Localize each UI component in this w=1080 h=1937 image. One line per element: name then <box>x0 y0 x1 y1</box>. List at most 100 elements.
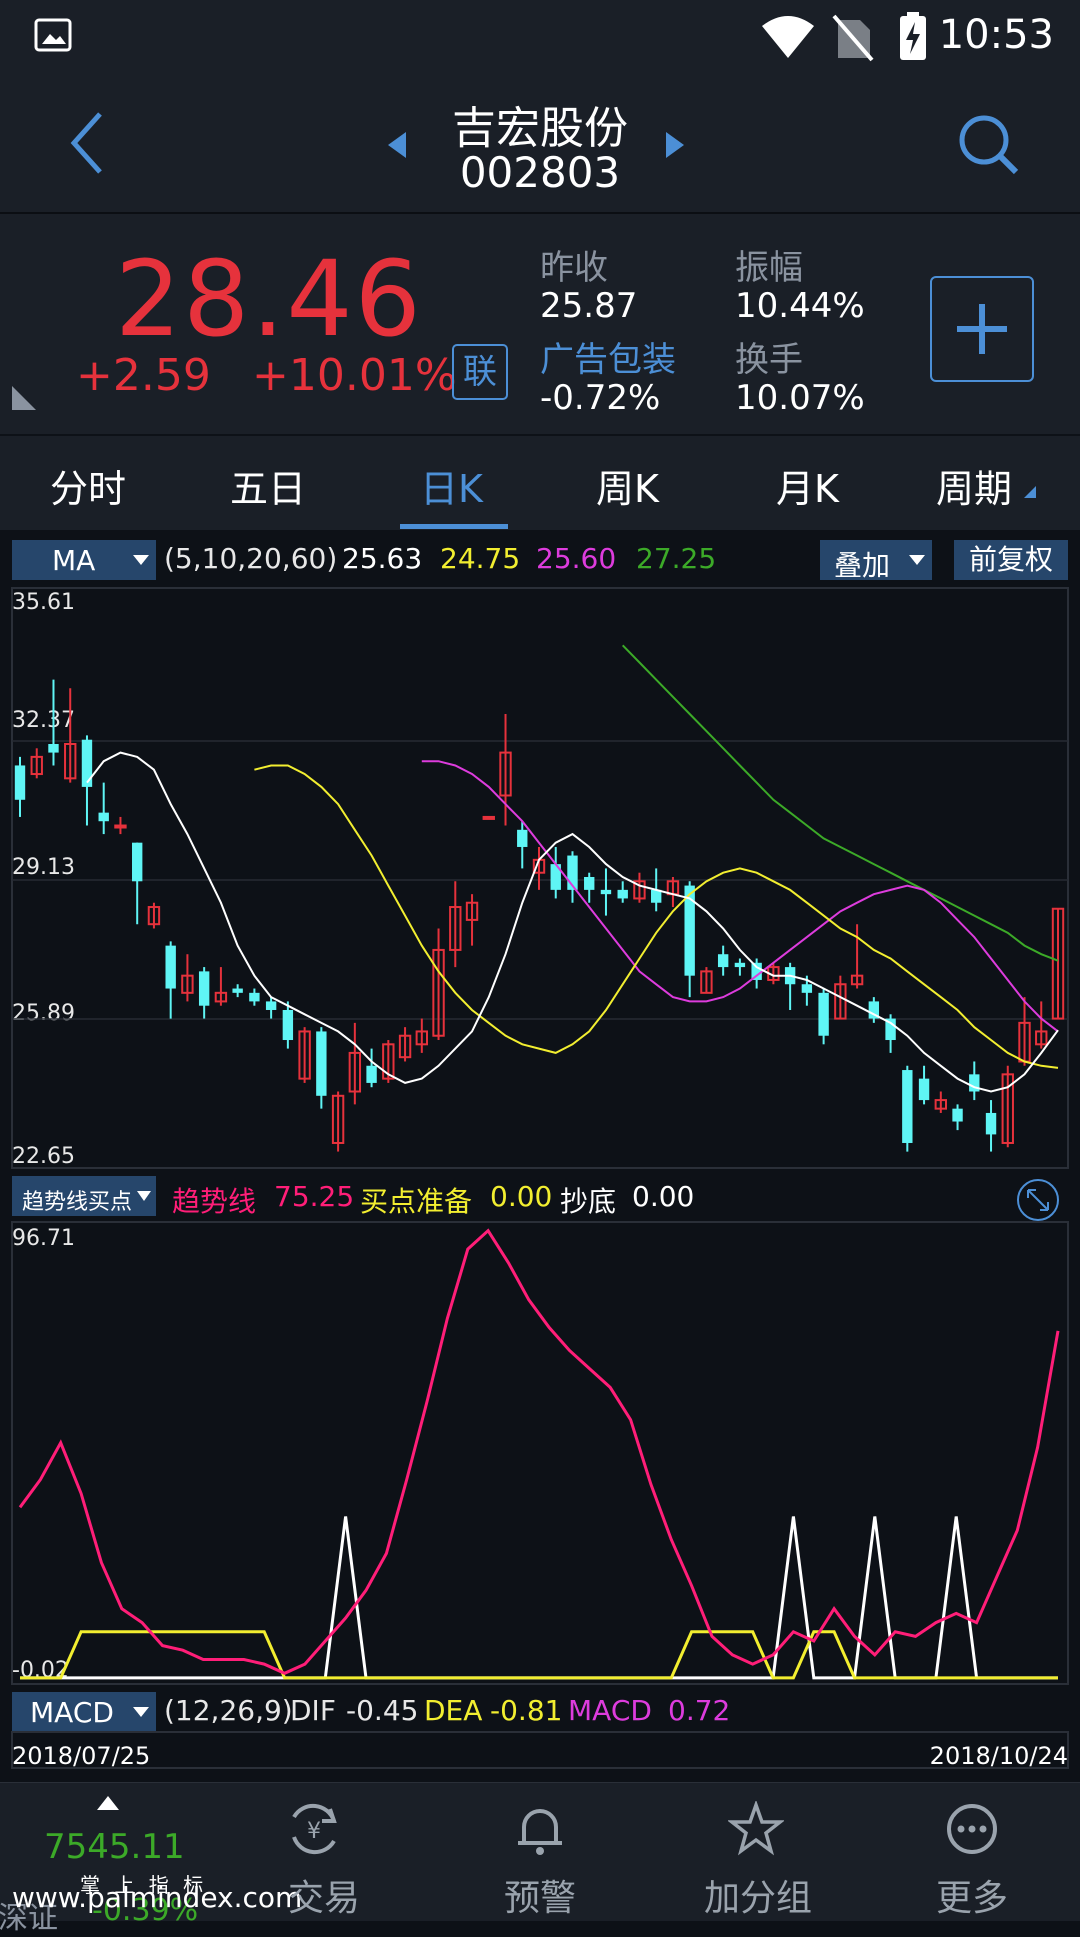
expand-up-icon[interactable] <box>96 1795 120 1811</box>
candle-body <box>449 906 462 951</box>
turnover-label: 换手 <box>735 340 803 380</box>
nav-alert[interactable] <box>512 1801 568 1861</box>
candle-body <box>517 829 528 847</box>
candle-body <box>198 971 210 1006</box>
expand-icon[interactable] <box>1016 1178 1060 1222</box>
candle-body <box>801 984 813 993</box>
candle-body <box>584 876 595 890</box>
nav-trade[interactable]: ¥ <box>286 1801 342 1861</box>
tab-intraday[interactable]: 分时 <box>50 467 127 511</box>
search-icon[interactable] <box>956 112 1020 176</box>
price-axis-label: 29.13 <box>12 855 75 880</box>
gallery-icon <box>34 18 72 52</box>
tab-monthly-k[interactable]: 月K <box>776 467 839 511</box>
watermark-url: www.palmindex.com <box>12 1881 303 1914</box>
candle-body <box>331 1094 345 1144</box>
bottom-nav: 7545.11 掌 上 指 标 深证 -0.39% www.palmindex.… <box>0 1782 1080 1936</box>
next-stock-icon[interactable] <box>662 130 686 160</box>
ma20-line <box>421 760 1059 1033</box>
price-change: +2.59 <box>76 350 211 401</box>
plus-icon <box>957 304 1007 354</box>
dif-label: DIF <box>290 1694 336 1727</box>
candle-body <box>684 885 695 976</box>
candle-body <box>751 962 762 980</box>
candle-body <box>165 945 176 989</box>
candle-body <box>700 970 713 994</box>
candle-body <box>415 1030 428 1046</box>
bottom-fish-line <box>20 1516 1058 1680</box>
adjust-button[interactable]: 前复权 <box>954 540 1068 580</box>
chevron-down-icon <box>133 555 149 565</box>
candle-body <box>81 739 93 787</box>
nav-more[interactable] <box>944 1801 1000 1861</box>
period-tabs: 分时 五日 日K 周K 月K 周期 <box>0 436 1080 530</box>
candle-body <box>232 988 243 993</box>
clock: 10:53 <box>938 12 1054 58</box>
indicator-select-label: 趋势线买点 <box>22 1190 133 1215</box>
chevron-down-icon <box>909 555 925 565</box>
candle-body <box>147 906 161 926</box>
battery-charging-icon <box>900 12 926 60</box>
price-axis-label: 35.61 <box>12 590 75 615</box>
bottom-fish-label: 抄底 <box>560 1185 617 1218</box>
candle-body <box>316 1031 327 1096</box>
chevron-down-icon <box>137 1191 151 1201</box>
turnover-value: 10.07% <box>735 378 865 418</box>
candle-body <box>366 1065 377 1083</box>
add-watchlist-button[interactable] <box>930 276 1034 382</box>
ma-select[interactable]: MA <box>12 540 156 580</box>
lian-button[interactable]: 联 <box>452 344 508 400</box>
sector-change: -0.72% <box>540 378 661 418</box>
index-value[interactable]: 7545.11 <box>44 1827 185 1867</box>
trend-label: 趋势线 <box>172 1185 257 1218</box>
chevron-down-icon <box>133 1707 149 1717</box>
candle-body <box>465 901 479 921</box>
tab-period[interactable]: 周期 <box>936 467 1013 511</box>
star-icon <box>726 1799 786 1856</box>
macd-select[interactable]: MACD <box>12 1692 156 1732</box>
quote-panel: 28.46 +2.59 +10.01% 联 昨收 25.87 广告包装 -0.7… <box>0 214 1080 434</box>
macd-value: 0.72 <box>668 1694 731 1727</box>
ma10-line <box>254 764 1059 1069</box>
candle-body <box>818 992 829 1036</box>
tab-weekly-k[interactable]: 周K <box>596 467 659 511</box>
trend-value: 75.25 <box>274 1180 355 1213</box>
chart-canvas[interactable] <box>0 532 1080 1778</box>
no-sim-icon <box>832 14 874 62</box>
back-icon[interactable] <box>66 110 106 176</box>
indicator-panel-frame <box>11 1221 1069 1685</box>
candle-body <box>265 1001 277 1010</box>
buy-prep-value: 0.00 <box>490 1180 553 1213</box>
sector-link[interactable]: 广告包装 <box>540 340 676 380</box>
trend-line <box>18 1228 1060 1675</box>
tab-five-day[interactable]: 五日 <box>230 467 307 511</box>
nav-alert-label: 预警 <box>504 1878 577 1919</box>
candle-body <box>567 855 578 890</box>
start-date: 2018/07/25 <box>12 1742 151 1770</box>
candle-body <box>14 765 26 800</box>
candle-body <box>298 1030 311 1080</box>
app-header: 吉宏股份 002803 <box>0 78 1080 214</box>
candle-body <box>952 1108 963 1122</box>
candle-body <box>651 889 662 903</box>
candle-body <box>734 962 746 968</box>
candle-body <box>249 992 260 1002</box>
status-bar: 10:53 <box>0 0 1080 78</box>
chart-area: MA (5,10,20,60) 25.63 24.75 25.60 27.25 … <box>0 532 1080 1778</box>
nav-add-group-label: 加分组 <box>704 1878 813 1919</box>
amplitude-value: 10.44% <box>735 286 865 326</box>
nav-add-group[interactable] <box>726 1799 786 1861</box>
candle-body <box>181 974 194 994</box>
overlay-select[interactable]: 叠加 <box>820 540 932 582</box>
candle-body <box>1001 1073 1014 1144</box>
tab-daily-k[interactable]: 日K <box>420 467 483 511</box>
candle-body <box>98 812 109 822</box>
price-axis-label: 32.37 <box>12 708 75 733</box>
prev-stock-icon[interactable] <box>386 130 410 160</box>
dif-value: -0.45 <box>346 1694 419 1727</box>
active-tab-indicator <box>400 524 508 529</box>
indicator-select[interactable]: 趋势线买点 <box>12 1176 156 1216</box>
macd-label: MACD <box>568 1694 652 1727</box>
stock-code: 002803 <box>459 148 621 197</box>
dea-label: DEA <box>424 1694 483 1727</box>
